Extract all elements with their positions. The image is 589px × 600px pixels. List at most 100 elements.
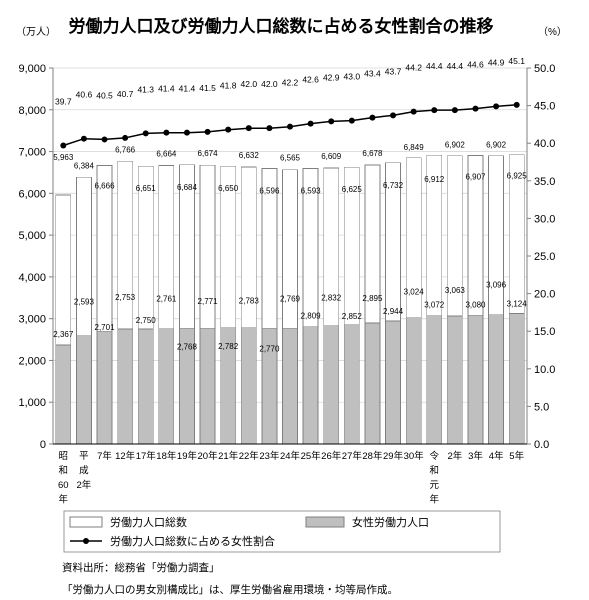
- y-left-tick-label: 9,000: [18, 63, 46, 75]
- data-label-female: 2,593: [74, 298, 95, 307]
- data-label-female: 2,783: [239, 297, 260, 306]
- bar-female: [343, 324, 360, 445]
- rate-point: [266, 125, 273, 132]
- x-tick-label: 27年: [342, 450, 363, 462]
- y-right-tick-label: 20.0: [534, 289, 555, 301]
- data-label-rate: 41.4: [158, 84, 175, 94]
- bar-female: [467, 314, 484, 445]
- data-label-total: 6,902: [445, 141, 466, 150]
- y-left-tick-label: 0: [40, 439, 46, 451]
- data-label-rate: 40.6: [76, 90, 93, 100]
- y-right-tick-label: 40.0: [534, 138, 555, 150]
- y-left-unit-label: （万人）: [16, 26, 56, 38]
- data-label-total: 6,650: [218, 184, 239, 193]
- legend-swatch-rate-marker: [83, 538, 89, 544]
- x-tick-labels: 昭和 60 年平成 2年 7年 12年 17年 18年 19年 20年 21年 22年 23年 24年 25…: [58, 450, 525, 506]
- data-label-rate: 44.4: [447, 61, 464, 71]
- data-label-total: 6,664: [156, 150, 177, 159]
- bar-female: [426, 315, 443, 445]
- data-label-total: 6,849: [404, 143, 425, 152]
- data-label-female: 2,769: [280, 294, 301, 303]
- data-label-rate: 42.2: [282, 78, 299, 88]
- y-right-tick-label: 15.0: [534, 326, 555, 338]
- rate-point: [80, 135, 87, 142]
- legend: 労働力人口総数 女性労働力人口 労働力人口総数に占める女性割合: [63, 510, 501, 553]
- x-tick-label: 平成 2年: [77, 451, 92, 491]
- y-left-tick-label: 3,000: [18, 314, 46, 326]
- data-label-female: 2,782: [218, 342, 239, 351]
- rate-point: [472, 105, 479, 112]
- data-label-rate: 42.0: [241, 79, 258, 89]
- legend-label-total: 労働力人口総数: [110, 515, 187, 529]
- bar-female: [240, 327, 257, 445]
- data-label-total: 6,384: [74, 161, 95, 170]
- data-label-rate: 40.7: [117, 89, 134, 99]
- rate-point: [101, 136, 108, 143]
- y-left-tick-labels: 0 1,000 2,000 3,000 4,000 5,000 6,000 7,000 8,00…: [18, 63, 46, 451]
- bar-female: [446, 315, 463, 445]
- data-label-female: 3,072: [424, 301, 445, 310]
- x-tick-label: 5年: [509, 450, 524, 462]
- data-label-rate: 41.3: [137, 84, 154, 94]
- x-tick-label: 30年: [404, 450, 425, 462]
- y-left-tick-label: 7,000: [18, 147, 46, 159]
- data-label-rate: 44.4: [426, 61, 443, 71]
- source-note: 資料出所：総務省「労働力調査」: [62, 561, 220, 574]
- y-left-tick-label: 6,000: [18, 188, 46, 200]
- rate-point: [493, 103, 500, 110]
- data-label-total: 6,596: [259, 186, 280, 195]
- data-label-rate: 42.0: [261, 79, 278, 89]
- y-right-tick-label: 0.0: [534, 439, 549, 451]
- data-label-female: 2,832: [321, 294, 342, 303]
- data-label-total: 6,565: [280, 154, 301, 163]
- data-label-rate: 44.2: [405, 63, 422, 73]
- data-label-female: 2,771: [198, 297, 219, 306]
- data-label-total: 6,766: [115, 145, 136, 154]
- data-label-female: 3,124: [507, 299, 528, 308]
- data-label-rate: 41.8: [220, 81, 237, 91]
- rate-point: [328, 118, 335, 125]
- x-tick-label: 29年: [383, 450, 404, 462]
- data-label-rate: 43.0: [344, 72, 361, 82]
- data-label-total: 6,625: [342, 185, 363, 194]
- data-label-rate: 42.6: [302, 75, 319, 85]
- data-label-rate: 43.4: [364, 69, 381, 79]
- x-tick-label: 19年: [177, 450, 198, 462]
- rate-point: [287, 123, 293, 130]
- x-tick-label: 18年: [156, 450, 177, 462]
- x-tick-label: 23年: [259, 450, 280, 462]
- data-label-female: 2,750: [136, 316, 157, 325]
- x-tick-label: 26年: [321, 450, 342, 462]
- rate-point: [369, 114, 376, 121]
- data-label-female: 2,753: [115, 293, 136, 302]
- y-left-tick-label: 1,000: [18, 397, 46, 409]
- data-label-total: 6,912: [424, 175, 445, 184]
- data-label-female: 3,063: [445, 286, 466, 295]
- y-left-tick-label: 5,000: [18, 230, 46, 242]
- y-left-tick-label: 4,000: [18, 272, 46, 284]
- bar-female: [55, 344, 72, 445]
- rate-point: [122, 134, 129, 141]
- data-label-total: 6,674: [198, 149, 219, 158]
- data-label-total: 5,963: [53, 153, 74, 162]
- data-label-female: 2,852: [342, 312, 363, 321]
- data-label-female: 2,895: [362, 294, 383, 303]
- data-label-total: 6,651: [136, 184, 157, 193]
- rate-point: [204, 128, 211, 135]
- rate-point: [245, 125, 252, 132]
- bar-female: [96, 330, 113, 445]
- y-right-tick-label: 30.0: [534, 213, 555, 225]
- rate-line-series: [60, 101, 520, 149]
- x-tick-label: 令和元年: [430, 450, 440, 506]
- chart-title: 労働力人口及び労働力人口総数に占める女性割合の推移: [69, 16, 494, 36]
- rate-point: [142, 130, 149, 137]
- data-label-total: 6,732: [383, 181, 404, 190]
- legend-swatch-female: [305, 516, 345, 528]
- rate-point: [183, 129, 190, 136]
- data-label-female: 3,024: [404, 288, 425, 297]
- bar-female: [364, 322, 381, 445]
- rate-point: [451, 107, 458, 114]
- bar-female: [323, 325, 340, 445]
